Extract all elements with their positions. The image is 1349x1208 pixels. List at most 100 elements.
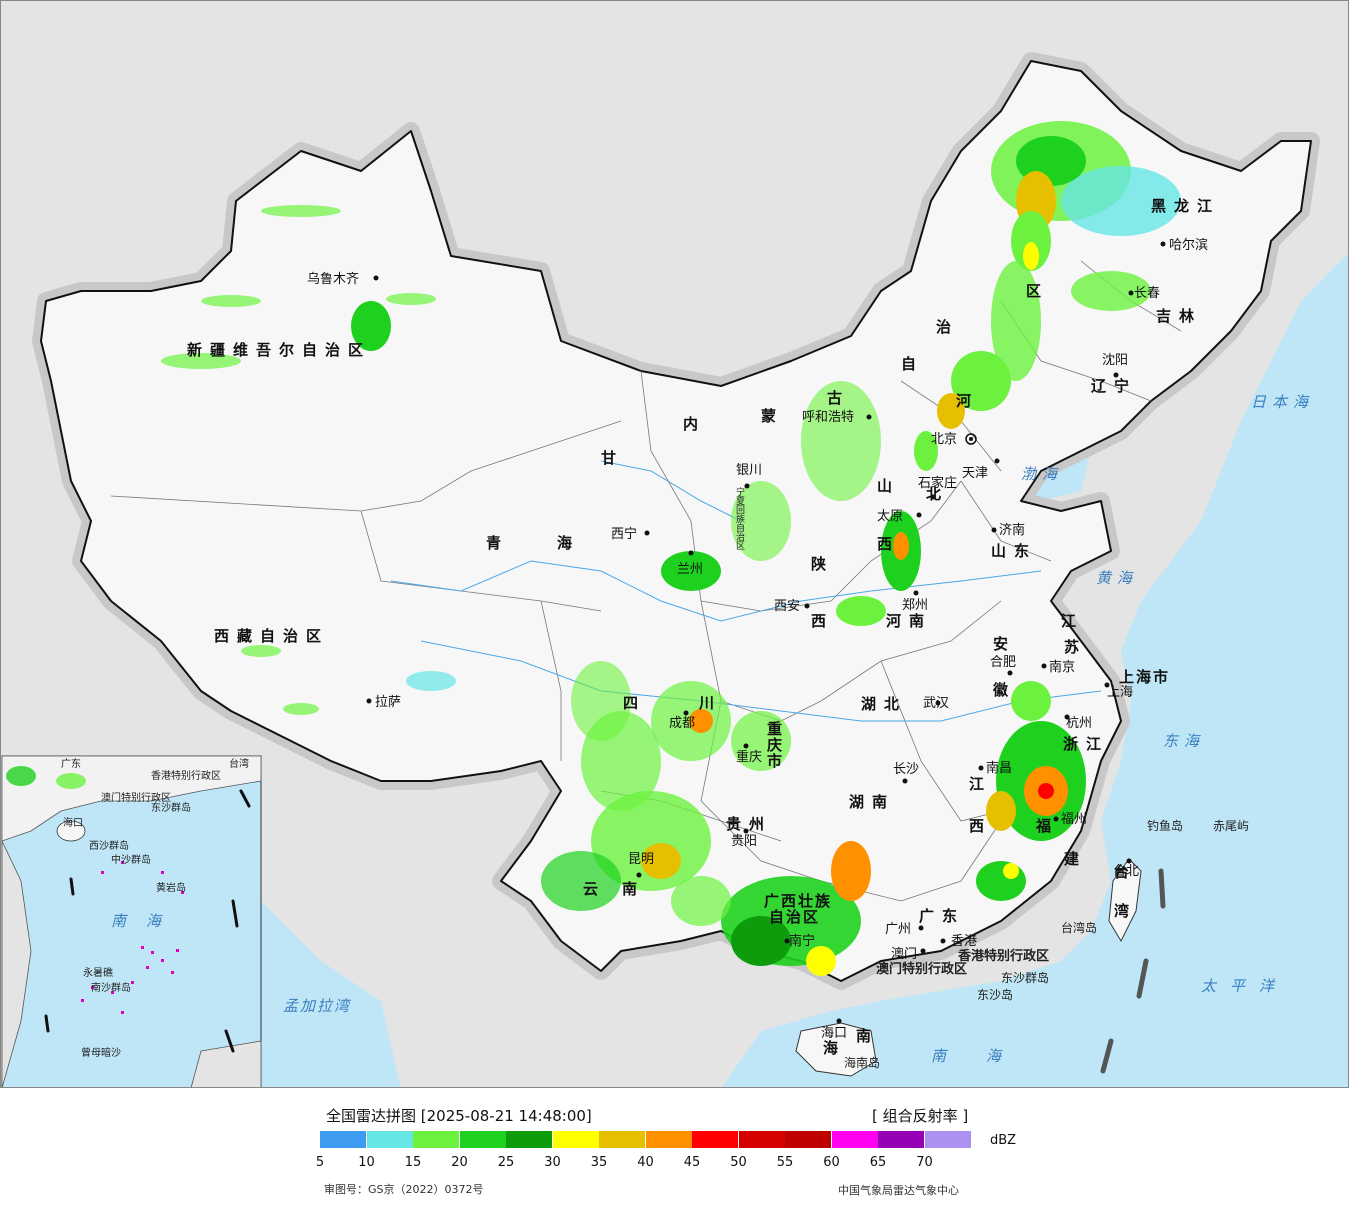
svg-text:永暑礁: 永暑礁 — [83, 966, 113, 979]
legend-color-swatch — [645, 1131, 692, 1148]
city-label: 西宁 — [611, 526, 637, 542]
city-labels: 乌鲁木齐 拉萨 西宁 兰州 银川 呼和浩特 北京 天津 石家庄 太原 济南 郑州… — [307, 237, 1208, 1041]
organization-credit: 中国气象局雷达气象中心 — [838, 1184, 959, 1197]
province-label: 广东 — [919, 907, 965, 925]
province-label: 苏 — [1064, 638, 1087, 656]
province-label: 黑龙江 — [1151, 197, 1220, 215]
province-label: 山东 — [991, 542, 1037, 560]
svg-text:广东: 广东 — [61, 757, 81, 770]
legend-tick-label: 45 — [683, 1155, 701, 1170]
south-china-sea-inset: 海口 西沙群岛 中沙群岛 黄岩岛 南沙群岛 永暑礁 曾母暗沙 东沙群岛 香港特别… — [1, 755, 262, 1087]
taiwan-island — [1108, 858, 1142, 943]
city-label: 石家庄 — [918, 475, 957, 491]
province-label: 山 — [877, 477, 900, 495]
province-label: 青 — [486, 534, 509, 552]
legend-tick-label: 15 — [404, 1155, 422, 1170]
rivers — [390, 460, 1102, 722]
city-label: 上海 — [1107, 685, 1133, 700]
city-label: 成都 — [669, 716, 695, 731]
svg-text:东沙群岛: 东沙群岛 — [151, 801, 191, 814]
city-label: 南昌 — [986, 760, 1012, 776]
province-label: 贵州 — [726, 815, 772, 833]
province-label: 吉林 — [1156, 307, 1202, 325]
legend-tick-label: 10 — [358, 1155, 375, 1170]
island-label: 赤尾屿 — [1213, 819, 1249, 833]
island-label: 海南岛 — [844, 1055, 880, 1070]
svg-text:南海: 南海 — [111, 912, 181, 930]
city-label: 乌鲁木齐 — [307, 271, 359, 287]
province-label: 新疆维吾尔自治区 — [187, 341, 371, 359]
legend-color-swatch — [924, 1131, 971, 1148]
svg-text:海口: 海口 — [63, 816, 83, 829]
legend-color-swatch — [738, 1131, 785, 1148]
province-label: 海 — [823, 1039, 846, 1057]
city-label: 兰州 — [677, 562, 703, 577]
province-label: 云南 — [583, 880, 661, 898]
province-label: 湖北 — [861, 695, 907, 713]
island-label: 台湾岛 — [1061, 920, 1097, 935]
province-label: 西 — [969, 817, 992, 835]
province-label: 江 — [969, 775, 992, 793]
legend-color-swatch — [366, 1131, 413, 1148]
province-label: 湾 — [1114, 902, 1137, 920]
legend-color-swatch — [878, 1131, 924, 1148]
city-label: 海口 — [821, 1026, 847, 1041]
province-label: 甘 — [601, 449, 624, 467]
legend-color-swatch — [599, 1131, 645, 1148]
legend-tick-label: 50 — [730, 1155, 747, 1170]
sea-area — [722, 253, 1348, 1087]
city-label: 长春 — [1134, 286, 1160, 301]
city-label: 南宁 — [789, 933, 815, 949]
province-label: 湖南 — [849, 793, 895, 811]
city-label: 天津 — [962, 466, 988, 481]
city-label: 呼和浩特 — [802, 410, 854, 425]
legend-tick-label: 20 — [451, 1155, 468, 1170]
legend-panel — [0, 1088, 1349, 1208]
svg-text:台湾: 台湾 — [229, 757, 249, 770]
svg-text:黄岩岛: 黄岩岛 — [156, 881, 186, 894]
province-label: 辽宁 — [1091, 377, 1137, 395]
sea-label: 太平洋 — [1201, 977, 1288, 995]
city-label: 澳门 — [891, 946, 917, 962]
maritime-boundary — [1100, 868, 1166, 1074]
legend-tick-label: 65 — [869, 1155, 887, 1170]
legend-tick-label: 5 — [315, 1155, 325, 1170]
sea-label: 东海 — [1163, 732, 1205, 750]
province-label: 治 — [936, 318, 959, 336]
legend-color-swatch — [831, 1131, 878, 1148]
city-label: 福州 — [1061, 812, 1087, 827]
city-label: 南京 — [1049, 659, 1075, 675]
province-label: 自 — [901, 355, 924, 373]
city-label: 西安 — [774, 599, 800, 614]
province-label: 福 — [1035, 817, 1059, 835]
china-land — [40, 60, 1312, 982]
svg-text:香港特别行政区: 香港特别行政区 — [151, 769, 221, 782]
city-label: 拉萨 — [375, 695, 401, 710]
province-label: 香港特别行政区 — [957, 948, 1049, 964]
province-label: 西 — [811, 612, 834, 630]
radar-echoes — [161, 121, 1181, 976]
province-label: 西 — [877, 535, 900, 553]
city-label: 长沙 — [893, 762, 919, 777]
city-label: 沈阳 — [1102, 353, 1128, 368]
city-label: 贵阳 — [731, 834, 757, 849]
city-label: 合肥 — [990, 655, 1016, 670]
legend-color-swatch — [459, 1131, 506, 1148]
island-label: 东沙群岛 — [1001, 970, 1049, 985]
province-label: 台 — [1114, 863, 1137, 881]
city-label: 银川 — [736, 463, 762, 478]
legend-color-swatch — [785, 1131, 831, 1148]
legend-unit: dBZ — [990, 1133, 1017, 1148]
svg-text:南沙群岛: 南沙群岛 — [91, 981, 131, 994]
province-label: 江 — [1061, 612, 1084, 630]
sea-label: 南海 — [931, 1047, 1041, 1065]
province-label: 广西壮族 — [764, 892, 832, 910]
province-label: 浙江 — [1063, 735, 1109, 753]
city-label: 郑州 — [902, 598, 928, 613]
province-label: 南 — [856, 1027, 879, 1045]
city-label: 杭州 — [1066, 716, 1092, 731]
province-label: 安 — [993, 635, 1016, 653]
province-label: 重庆市 — [765, 720, 783, 769]
island-label: 钓鱼岛 — [1147, 818, 1183, 833]
island-labels: 钓鱼岛 赤尾屿 台湾岛 东沙群岛 东沙岛 海南岛 — [844, 818, 1249, 1070]
